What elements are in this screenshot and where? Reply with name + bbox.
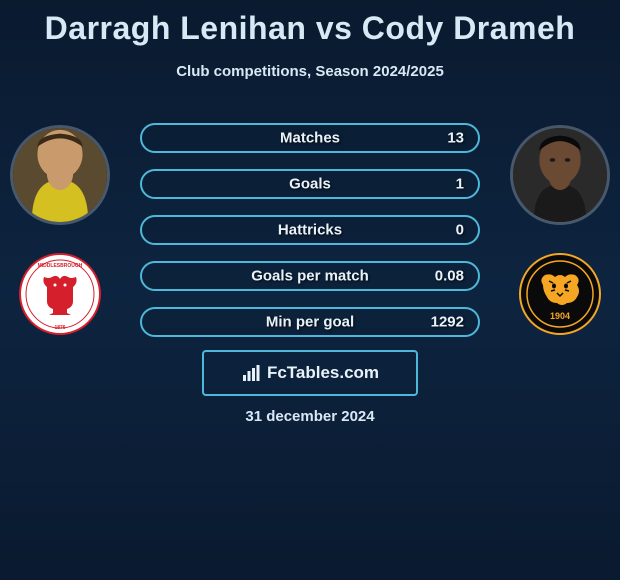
stat-label: Matches bbox=[280, 130, 340, 147]
stat-row-matches: Matches 13 bbox=[140, 123, 480, 153]
left-column: MIDDLESBROUGH 1876 bbox=[10, 125, 110, 335]
stat-row-goals-per-match: Goals per match 0.08 bbox=[140, 261, 480, 291]
player2-avatar bbox=[510, 125, 610, 225]
stat-value-right: 13 bbox=[447, 130, 464, 147]
chart-icon bbox=[241, 363, 261, 383]
player2-club-badge: 1904 bbox=[519, 253, 601, 335]
comparison-title: Darragh Lenihan vs Cody Drameh bbox=[0, 0, 620, 47]
stat-label: Min per goal bbox=[266, 314, 354, 331]
svg-text:MIDDLESBROUGH: MIDDLESBROUGH bbox=[38, 263, 83, 269]
player1-name: Darragh Lenihan bbox=[45, 10, 307, 46]
svg-text:1876: 1876 bbox=[54, 325, 65, 331]
stat-row-min-per-goal: Min per goal 1292 bbox=[140, 307, 480, 337]
stat-value-right: 1292 bbox=[431, 314, 464, 331]
stat-value-right: 0.08 bbox=[435, 268, 464, 285]
player2-name: Cody Drameh bbox=[362, 10, 576, 46]
subtitle: Club competitions, Season 2024/2025 bbox=[0, 63, 620, 80]
stat-label: Goals bbox=[289, 176, 331, 193]
right-column: 1904 bbox=[510, 125, 610, 335]
stat-value-right: 1 bbox=[456, 176, 464, 193]
stat-value-right: 0 bbox=[456, 222, 464, 239]
svg-text:1904: 1904 bbox=[550, 311, 570, 321]
brand-box: FcTables.com bbox=[202, 350, 418, 396]
stats-panel: Matches 13 Goals 1 Hattricks 0 Goals per… bbox=[140, 123, 480, 353]
stat-label: Hattricks bbox=[278, 222, 342, 239]
vs-text: vs bbox=[316, 10, 353, 46]
player1-avatar bbox=[10, 125, 110, 225]
stat-row-hattricks: Hattricks 0 bbox=[140, 215, 480, 245]
player1-club-badge: MIDDLESBROUGH 1876 bbox=[19, 253, 101, 335]
date-line: 31 december 2024 bbox=[0, 408, 620, 425]
stat-row-goals: Goals 1 bbox=[140, 169, 480, 199]
stat-label: Goals per match bbox=[251, 268, 369, 285]
brand-text: FcTables.com bbox=[267, 363, 379, 383]
